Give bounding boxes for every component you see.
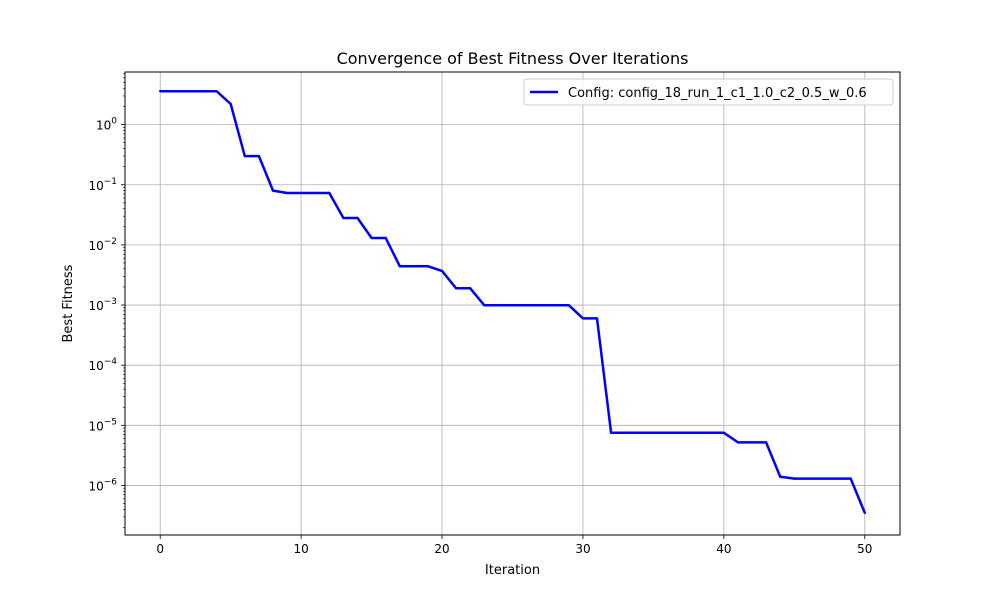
series-layer: [159, 89, 866, 515]
data-point: [863, 511, 866, 515]
y-tick-label-exponent: −2: [104, 237, 117, 247]
y-axis-minor-ticks: [123, 73, 125, 528]
y-tick-label-base: 10: [96, 119, 111, 133]
y-tick-label-exponent: −4: [104, 357, 118, 367]
data-point: [328, 191, 331, 195]
data-point: [173, 90, 176, 93]
y-tick-label: 10−3: [88, 297, 117, 313]
data-point: [652, 431, 655, 434]
y-axis-label: Best Fitness: [61, 264, 76, 342]
data-point: [666, 431, 669, 434]
y-tick-label: 10−6: [88, 477, 117, 493]
x-axis-ticks: 0 10 20 30 40 50: [156, 535, 872, 556]
data-point: [722, 431, 726, 434]
y-tick-label: 10−4: [88, 357, 117, 373]
data-point: [581, 317, 585, 320]
data-point: [511, 304, 514, 307]
data-point: [736, 441, 740, 444]
data-point: [779, 475, 782, 478]
data-point: [525, 304, 528, 307]
data-point: [539, 304, 542, 307]
y-tick-label-exponent: −3: [104, 297, 117, 307]
x-tick-label: 20: [434, 542, 449, 556]
data-point: [159, 90, 162, 93]
data-point: [624, 431, 627, 434]
data-point: [370, 236, 373, 240]
y-tick-label-exponent: −5: [104, 417, 117, 427]
data-point: [271, 189, 275, 192]
y-tick-label-base: 10: [88, 299, 103, 313]
x-axis-label: Iteration: [485, 563, 540, 578]
x-tick-label: 0: [156, 542, 164, 556]
y-tick-label-exponent: −6: [104, 477, 118, 487]
data-point: [595, 317, 599, 320]
data-point: [708, 431, 711, 434]
data-point: [215, 90, 218, 93]
data-point: [469, 287, 472, 290]
data-point: [553, 304, 556, 307]
data-point: [356, 216, 359, 220]
data-point: [835, 477, 838, 480]
data-point: [285, 191, 289, 195]
data-point: [426, 265, 430, 268]
chart-title: Convergence of Best Fitness Over Iterati…: [337, 49, 689, 68]
data-point: [694, 431, 697, 434]
data-point: [440, 269, 444, 273]
data-point: [398, 265, 401, 268]
y-tick-label-base: 10: [88, 419, 103, 433]
data-point: [257, 154, 261, 158]
data-point: [384, 236, 387, 240]
y-tick-label-exponent: −1: [104, 177, 117, 187]
data-point: [793, 477, 796, 480]
y-tick-label-base: 10: [88, 239, 103, 253]
data-point: [807, 477, 810, 480]
y-tick-label: 10−1: [88, 177, 117, 193]
data-point: [609, 431, 613, 434]
x-tick-label: 10: [293, 542, 308, 556]
data-point: [764, 441, 768, 444]
data-point: [299, 191, 303, 195]
data-point: [483, 304, 486, 307]
data-point: [201, 90, 204, 93]
data-point: [342, 216, 345, 220]
y-tick-label: 10−2: [88, 237, 117, 253]
data-point: [497, 304, 500, 307]
data-point: [849, 477, 852, 480]
y-tick-label-base: 10: [88, 359, 103, 373]
axes-frame: [124, 71, 901, 536]
x-tick-label: 50: [857, 542, 872, 556]
data-point: [412, 265, 416, 268]
y-tick-label: 10−5: [88, 417, 117, 433]
x-tick-label: 30: [575, 542, 590, 556]
legend: Config: config_18_run_1_c1_1.0_c2_0.5_w_…: [523, 78, 894, 106]
data-point: [821, 477, 824, 480]
legend-label: Config: config_18_run_1_c1_1.0_c2_0.5_w_…: [568, 86, 867, 101]
y-tick-label-base: 10: [88, 479, 103, 493]
y-tick-label-exponent: 0: [111, 117, 117, 127]
data-point: [638, 431, 641, 434]
legend-box: [523, 78, 894, 106]
data-point: [314, 191, 317, 195]
y-tick-label-base: 10: [88, 179, 103, 193]
data-point: [567, 304, 571, 307]
data-point: [243, 154, 246, 158]
x-tick-label: 40: [716, 542, 731, 556]
data-point: [187, 90, 190, 93]
data-point: [229, 102, 232, 106]
y-tick-label: 100: [96, 117, 117, 133]
data-point: [680, 431, 683, 434]
data-point: [750, 441, 754, 444]
data-point: [454, 287, 458, 290]
